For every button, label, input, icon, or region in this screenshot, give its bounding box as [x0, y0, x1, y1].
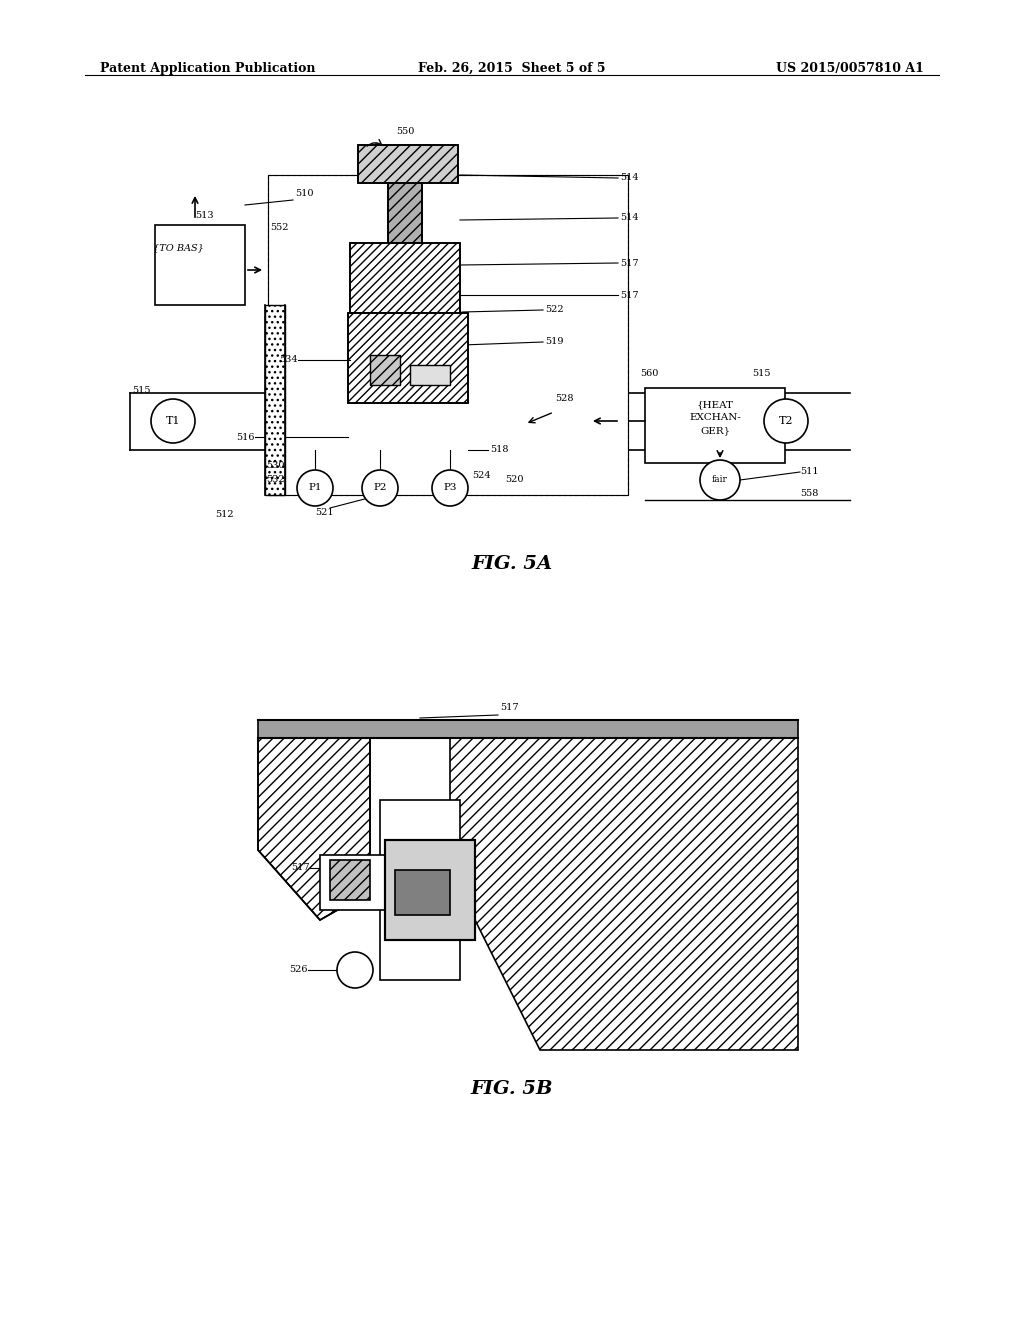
Text: 515: 515: [752, 370, 770, 378]
Bar: [645, 388, 785, 463]
Text: P2: P2: [374, 483, 387, 492]
Bar: [358, 145, 458, 183]
Text: 520: 520: [505, 475, 523, 484]
Bar: [358, 145, 458, 183]
Bar: [348, 313, 468, 403]
Bar: [385, 840, 475, 940]
Bar: [330, 861, 370, 900]
Text: 517: 517: [292, 863, 310, 873]
Text: 515: 515: [132, 385, 151, 395]
Circle shape: [432, 470, 468, 506]
Text: US 2015/0057810 A1: US 2015/0057810 A1: [776, 62, 924, 75]
Bar: [388, 183, 422, 243]
Text: 532: 532: [266, 475, 285, 484]
Text: 518: 518: [490, 446, 509, 454]
Bar: [385, 840, 475, 940]
Text: 514: 514: [620, 214, 639, 223]
Text: 526: 526: [290, 965, 308, 974]
Text: 513: 513: [195, 211, 214, 220]
Circle shape: [764, 399, 808, 444]
Text: 517: 517: [620, 290, 639, 300]
Text: 510: 510: [295, 189, 313, 198]
Text: 552: 552: [270, 223, 289, 232]
Text: GER}: GER}: [700, 426, 730, 436]
Polygon shape: [258, 738, 370, 920]
Text: Patent Application Publication: Patent Application Publication: [100, 62, 315, 75]
Bar: [350, 243, 460, 313]
Text: 530: 530: [266, 461, 285, 470]
Text: FIG. 5B: FIG. 5B: [471, 1080, 553, 1098]
Text: 514: 514: [620, 173, 639, 182]
Bar: [348, 313, 468, 403]
Text: T2: T2: [778, 416, 794, 426]
Text: P1: P1: [308, 483, 322, 492]
Bar: [370, 355, 400, 385]
Bar: [410, 366, 450, 385]
Bar: [155, 224, 245, 305]
Text: {HEAT: {HEAT: [696, 400, 733, 409]
Circle shape: [151, 399, 195, 444]
Bar: [350, 243, 460, 313]
Text: 517: 517: [620, 259, 639, 268]
Text: 560: 560: [640, 370, 658, 378]
Text: 521: 521: [315, 508, 334, 517]
Text: {TO BAS}: {TO BAS}: [153, 243, 204, 252]
Text: 550: 550: [396, 127, 414, 136]
Text: 558: 558: [800, 488, 818, 498]
Circle shape: [297, 470, 333, 506]
Bar: [380, 800, 460, 979]
Text: 522: 522: [545, 305, 563, 314]
Circle shape: [362, 470, 398, 506]
Text: P3: P3: [443, 483, 457, 492]
Bar: [395, 870, 450, 915]
Text: 519: 519: [545, 338, 563, 346]
Bar: [258, 719, 798, 738]
Text: FIG. 5A: FIG. 5A: [471, 554, 553, 573]
Bar: [319, 855, 385, 909]
Text: T1: T1: [166, 416, 180, 426]
Text: Feb. 26, 2015  Sheet 5 of 5: Feb. 26, 2015 Sheet 5 of 5: [418, 62, 606, 75]
Bar: [388, 183, 422, 243]
Bar: [268, 176, 628, 495]
Text: 511: 511: [800, 467, 818, 477]
Circle shape: [700, 459, 740, 500]
Text: fair: fair: [712, 475, 728, 484]
Text: 534: 534: [280, 355, 298, 364]
Text: 512: 512: [215, 510, 233, 519]
Text: 524: 524: [472, 470, 490, 479]
Text: 516: 516: [237, 433, 255, 441]
Bar: [265, 305, 285, 495]
Text: 517: 517: [500, 704, 518, 711]
Circle shape: [337, 952, 373, 987]
Text: EXCHAN-: EXCHAN-: [689, 413, 741, 422]
Text: 528: 528: [555, 393, 573, 403]
